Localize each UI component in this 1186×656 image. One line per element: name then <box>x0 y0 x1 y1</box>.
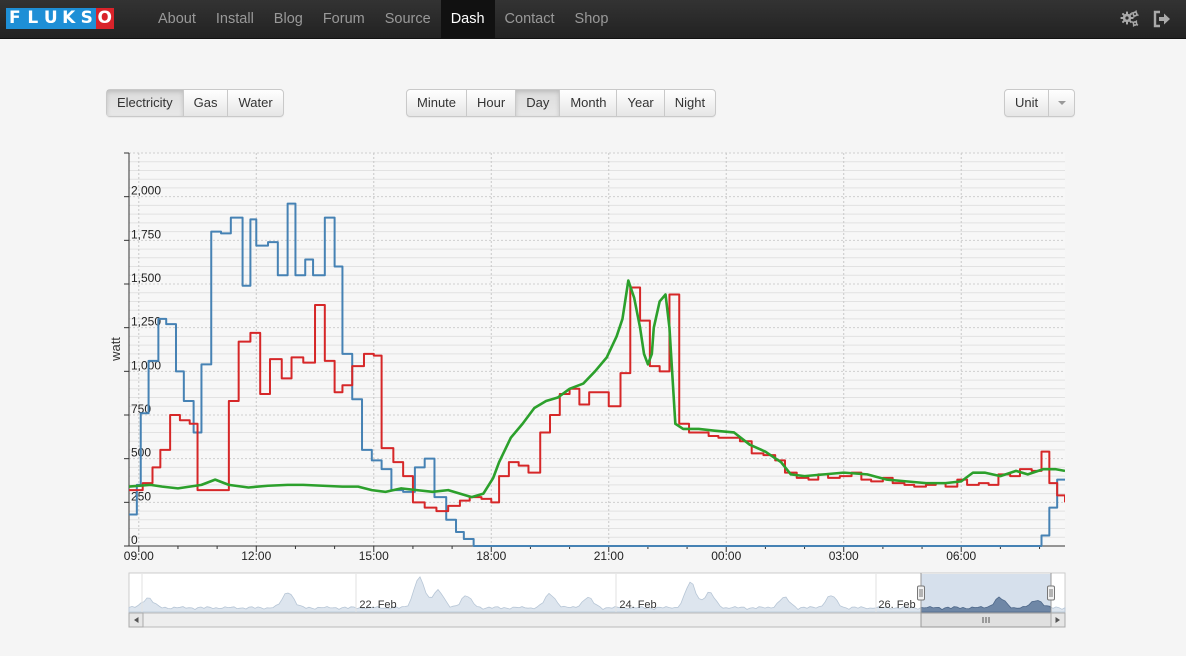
interval-hour-button[interactable]: Hour <box>467 90 517 116</box>
nav-right-icons <box>1120 9 1172 29</box>
nav-item-dash[interactable]: Dash <box>440 0 495 38</box>
x-tick-label: 03:00 <box>829 549 859 563</box>
x-tick-label: 15:00 <box>359 549 389 563</box>
interval-night-button[interactable]: Night <box>674 95 706 110</box>
navigator-scrollbar[interactable] <box>128 612 1066 628</box>
x-tick-label: 00:00 <box>711 549 741 563</box>
chart-grid <box>129 152 1065 547</box>
y-tick-label: 1,250 <box>131 315 161 329</box>
navigator-date-label: 22. Feb <box>359 599 396 611</box>
unit-dropdown: Unit <box>1004 89 1076 117</box>
interval-day-button[interactable]: Day <box>516 90 561 116</box>
arrow-right-icon <box>1055 617 1060 623</box>
nav-item-source[interactable]: Source <box>384 11 431 27</box>
nav-item-blog[interactable]: Blog <box>273 11 303 27</box>
y-tick-label: 1,500 <box>131 271 161 285</box>
logo-letter: S <box>78 8 96 29</box>
series-red-line <box>129 286 1065 513</box>
x-tick-label: 06:00 <box>946 549 976 563</box>
x-tick-label: 09:00 <box>124 549 154 563</box>
chart-series <box>129 202 1065 547</box>
logout-icon[interactable] <box>1152 9 1172 29</box>
nav-item-shop[interactable]: Shop <box>574 11 609 27</box>
x-tick-label: 12:00 <box>241 549 271 563</box>
chevron-down-icon <box>1057 101 1066 105</box>
navigator-area <box>128 576 1066 613</box>
nav-item-forum[interactable]: Forum <box>322 11 365 27</box>
type-water-button[interactable]: Water <box>238 95 273 110</box>
logo-letter: F <box>6 8 24 29</box>
main-nav: About Install Blog Forum Source Dash Contact Sh… <box>148 0 618 38</box>
arrow-left-icon <box>134 617 139 623</box>
nav-item-contact[interactable]: Contact <box>504 11 555 27</box>
chart-axes: 02505007501,0001,2501,5001,7502,00009:00… <box>124 152 1065 563</box>
logo-letter: K <box>60 8 78 29</box>
logo-letter: O <box>96 8 114 29</box>
navigator-right-handle[interactable] <box>1047 585 1055 601</box>
y-tick-label: 1,750 <box>131 227 161 241</box>
x-tick-label: 21:00 <box>594 549 624 563</box>
interval-button-group: Minute Hour Day Month Year Night <box>406 89 717 117</box>
nav-item-about[interactable]: About <box>158 11 196 27</box>
series-blue-line <box>129 202 1065 547</box>
navigator-selected-area <box>920 596 1052 613</box>
logo-letter: U <box>42 8 60 29</box>
unit-button[interactable]: Unit <box>1005 90 1050 116</box>
type-gas-button[interactable]: Gas <box>184 90 229 116</box>
series-green-line <box>129 279 1065 499</box>
type-electricity-button[interactable]: Electricity <box>107 90 184 116</box>
range-navigator[interactable]: 22. Feb 24. Feb 26. Feb <box>128 572 1066 614</box>
interval-month-button[interactable]: Month <box>560 90 618 116</box>
nav-item-install[interactable]: Install <box>215 11 254 27</box>
navigator-date-label: 26. Feb <box>878 599 915 611</box>
navigator-left-handle[interactable] <box>917 585 925 601</box>
gears-icon[interactable] <box>1120 9 1140 29</box>
logo-letter: L <box>24 8 42 29</box>
navigator-date-label: 24. Feb <box>619 599 656 611</box>
interval-year-button[interactable]: Year <box>617 90 665 116</box>
power-chart: 02505007501,0001,2501,5001,7502,00009:00… <box>108 152 1066 628</box>
y-tick-label: 0 <box>131 533 138 547</box>
unit-caret-button[interactable] <box>1049 90 1074 116</box>
y-axis-label: watt <box>108 337 123 362</box>
x-tick-label: 18:00 <box>476 549 506 563</box>
y-tick-label: 250 <box>131 489 151 503</box>
interval-minute-button[interactable]: Minute <box>407 90 468 116</box>
type-button-group: Electricity Gas Water <box>106 89 284 117</box>
y-tick-label: 2,000 <box>131 184 161 198</box>
